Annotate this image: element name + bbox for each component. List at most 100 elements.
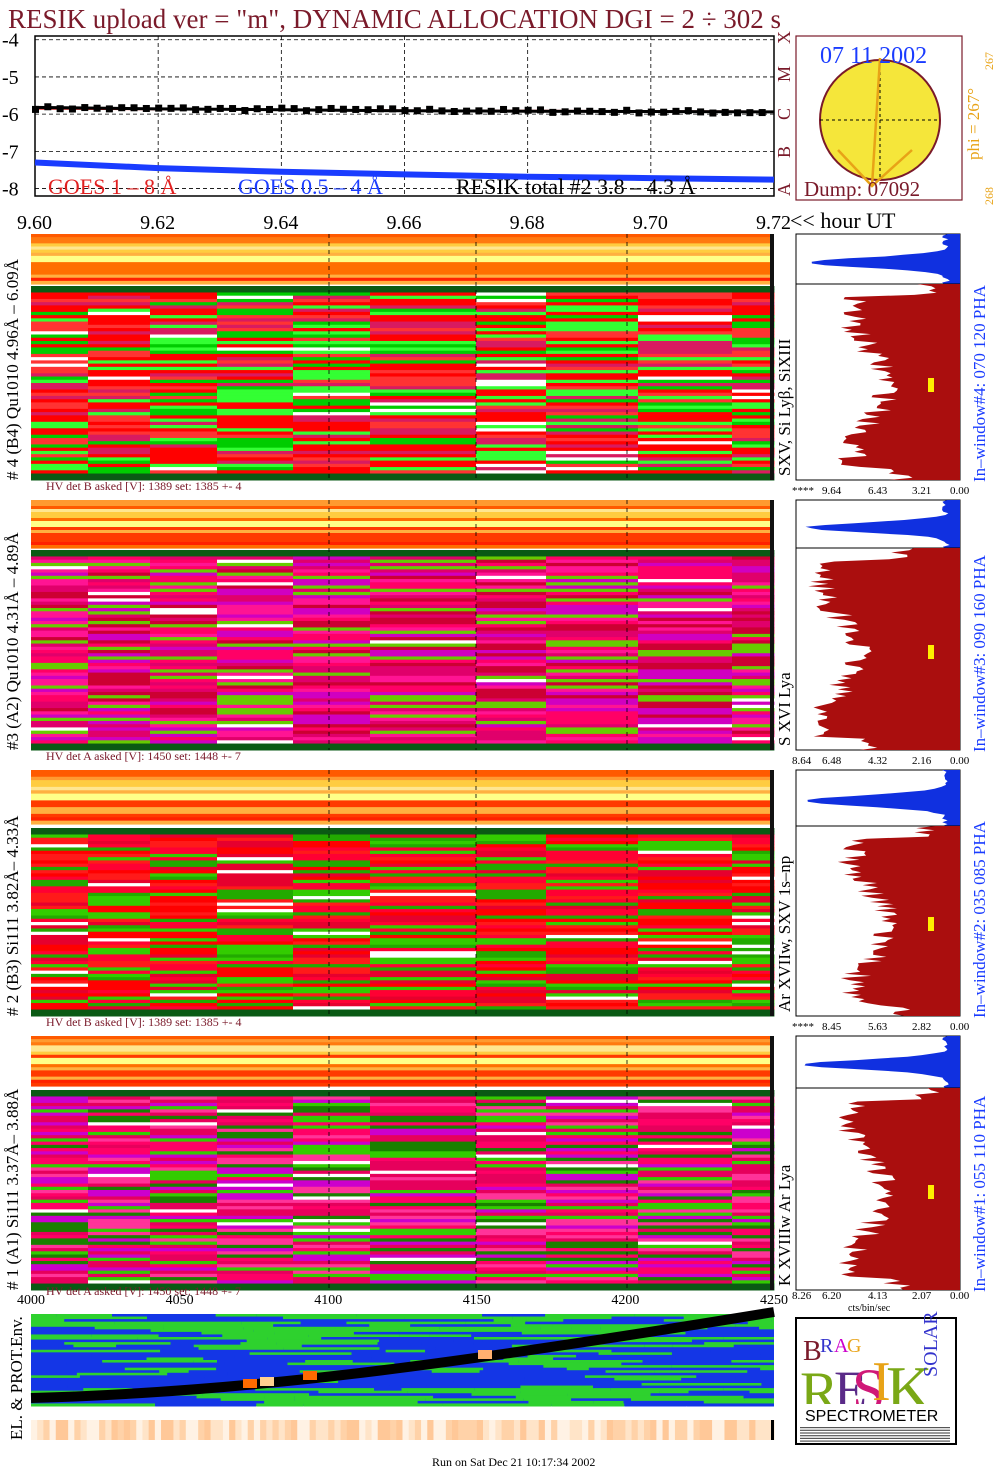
heatmap-band-row xyxy=(31,1051,774,1056)
heatmap-cell xyxy=(150,922,218,926)
environment-cell xyxy=(453,1380,586,1384)
heatmap-cell xyxy=(293,860,371,865)
heatmap-cell xyxy=(293,1106,371,1110)
heatmap-cell xyxy=(732,1244,775,1249)
environment-cell xyxy=(378,1329,399,1333)
heatmap-cell xyxy=(217,434,294,439)
heatmap-cell xyxy=(638,620,733,625)
heatmap-cell xyxy=(88,1238,151,1243)
heatmap-cell xyxy=(476,331,547,335)
heatmap-cell xyxy=(88,402,151,407)
environment-cell xyxy=(593,1385,733,1389)
environment-cell xyxy=(267,1337,322,1341)
environment-cell xyxy=(576,1354,637,1358)
heatmap-cell xyxy=(370,1183,477,1188)
heatmap-cell xyxy=(150,627,218,632)
environment-x-tick: 4100 xyxy=(314,1293,342,1308)
heatmap-cell xyxy=(293,582,371,586)
heatmap-cell xyxy=(293,951,371,955)
heatmap-cell xyxy=(217,704,294,709)
heatmap-cell xyxy=(150,1090,218,1094)
heatmap-cell xyxy=(31,1160,89,1165)
heatmap-cell xyxy=(476,405,547,410)
heatmap-cell xyxy=(293,892,371,897)
detector-3: HV det A asked [V]: 1450 set: 1448 +- 7#… xyxy=(3,499,989,767)
environment-cell xyxy=(429,1334,472,1338)
environment-cell xyxy=(31,1400,87,1404)
heatmap-cell xyxy=(88,460,151,465)
heatmap-cell xyxy=(638,1160,733,1165)
heatmap-cell xyxy=(546,305,639,310)
environment-cell xyxy=(381,1367,484,1371)
heatmap-cell xyxy=(370,595,477,599)
heatmap-cell xyxy=(31,473,89,478)
heatmap-cell xyxy=(476,743,547,748)
heatmap-cell xyxy=(476,556,547,561)
environment-cell xyxy=(650,1393,709,1397)
heatmap-cell xyxy=(88,347,151,352)
heatmap-band-row xyxy=(31,237,774,241)
heatmap-cell xyxy=(88,918,151,923)
heatmap-cell xyxy=(638,1151,733,1156)
environment-cell xyxy=(553,1357,616,1361)
heatmap-cell xyxy=(88,395,151,400)
heatmap-cell xyxy=(88,896,151,900)
heatmap-cell xyxy=(150,376,218,381)
heatmap-cell xyxy=(476,679,547,683)
heatmap-cell xyxy=(732,1283,775,1288)
heatmap-cell xyxy=(31,1180,89,1185)
heatmap-cell xyxy=(150,1241,218,1246)
heatmap-cell xyxy=(217,286,294,290)
legend-goes-long: GOES 1 – 8 Å xyxy=(48,174,176,199)
heatmap-cell xyxy=(150,1225,218,1230)
heatmap-cell xyxy=(476,1122,547,1126)
heatmap-cell xyxy=(31,1264,89,1268)
heatmap-cell xyxy=(88,473,151,478)
heatmap-cell xyxy=(293,879,371,884)
heatmap-cell xyxy=(476,733,547,738)
heatmap-cell xyxy=(150,1012,218,1017)
environment-cell xyxy=(160,1349,195,1353)
heatmap-cell xyxy=(293,412,371,416)
heatmap-cell xyxy=(732,585,775,590)
heatmap-cell xyxy=(88,457,151,462)
heatmap-cell xyxy=(546,633,639,638)
series-point xyxy=(118,104,126,112)
heatmap-cell xyxy=(476,1164,547,1168)
heatmap-cell xyxy=(370,363,477,368)
environment-cell xyxy=(241,1321,301,1325)
heatmap-cell xyxy=(732,353,775,358)
environment-cell xyxy=(137,1337,268,1341)
heatmap-cell xyxy=(476,892,547,897)
heatmap-cell xyxy=(546,582,639,586)
heatmap-cell xyxy=(293,470,371,475)
heatmap-cell xyxy=(370,905,477,910)
heatmap-cell xyxy=(546,850,639,855)
environment-cell xyxy=(147,1316,232,1320)
environment-strip-cell xyxy=(749,1420,756,1440)
heatmap-cell xyxy=(88,601,151,606)
heatmap-cell xyxy=(293,717,371,722)
heatmap-cell xyxy=(150,302,218,306)
environment-cell xyxy=(227,1372,363,1376)
heatmap-cell xyxy=(31,562,89,567)
environment-cell xyxy=(369,1324,411,1328)
heatmap-cell xyxy=(732,434,775,439)
heatmap-cell xyxy=(217,1199,294,1204)
heatmap-cell xyxy=(370,550,477,554)
heatmap-cell xyxy=(88,714,151,719)
heatmap-cell xyxy=(546,999,639,1004)
heatmap-cell xyxy=(732,1209,775,1214)
heatmap-cell xyxy=(88,441,151,445)
heatmap-cell xyxy=(732,659,775,664)
heatmap-cell xyxy=(476,562,547,567)
heatmap-cell xyxy=(293,964,371,968)
heatmap-cell xyxy=(638,556,733,561)
environment-cell xyxy=(243,1326,336,1330)
heatmap-cell xyxy=(31,579,89,583)
heatmap-band-row xyxy=(31,810,774,815)
heatmap-cell xyxy=(217,915,294,920)
heatmap-cell xyxy=(370,912,477,917)
environment-strip-cell xyxy=(613,1420,620,1440)
heatmap-cell xyxy=(370,383,477,387)
